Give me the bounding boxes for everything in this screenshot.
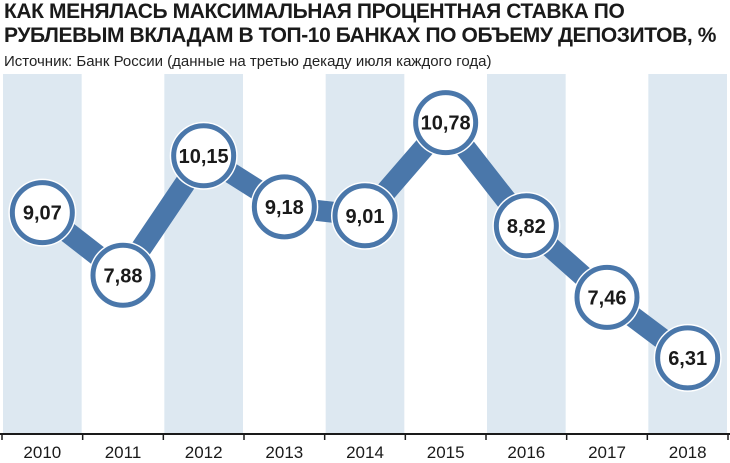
- data-label: 6,31: [668, 348, 707, 370]
- x-tick-label: 2012: [185, 443, 223, 462]
- data-point-marker: [332, 183, 398, 249]
- chart-source: Источник: Банк России (данные на третью …: [4, 53, 492, 70]
- data-point-marker: [655, 325, 721, 391]
- data-label: 10,15: [179, 146, 229, 168]
- chart-title: КАК МЕНЯЛАСЬ МАКСИМАЛЬНАЯ ПРОЦЕНТНАЯ СТА…: [4, 0, 716, 47]
- data-point-marker: [413, 90, 479, 156]
- data-point-marker: [574, 264, 640, 330]
- data-markers: 9,07 7,88 10,15 9,18 9,01 10,78 8,82 7,46 6,31: [8, 88, 722, 392]
- column-band: [3, 74, 82, 434]
- x-tick-label: 2013: [265, 443, 303, 462]
- data-point-marker: [251, 174, 317, 240]
- data-point-marker: [493, 193, 559, 259]
- x-axis-ticks: 2010 2011 2012 2013 2014 2015 2016 2017 2018: [1, 434, 729, 462]
- data-point-marker: [171, 123, 237, 189]
- x-tick-label: 2016: [507, 443, 545, 462]
- data-label: 9,01: [346, 206, 385, 228]
- data-point-marker: [90, 242, 156, 308]
- data-label: 8,82: [507, 216, 546, 238]
- data-label: 7,46: [588, 287, 627, 309]
- x-tick-label: 2011: [105, 443, 142, 462]
- data-label: 9,18: [265, 197, 304, 219]
- x-tick-label: 2014: [346, 443, 384, 462]
- x-tick-label: 2018: [669, 443, 707, 462]
- x-tick-label: 2015: [427, 443, 465, 462]
- data-label: 9,07: [23, 203, 62, 225]
- data-point-marker: [9, 180, 75, 246]
- data-label: 7,88: [104, 265, 143, 287]
- data-label: 10,78: [421, 113, 471, 135]
- x-tick-label: 2010: [23, 443, 61, 462]
- x-tick-label: 2017: [588, 443, 626, 462]
- column-band: [325, 74, 405, 434]
